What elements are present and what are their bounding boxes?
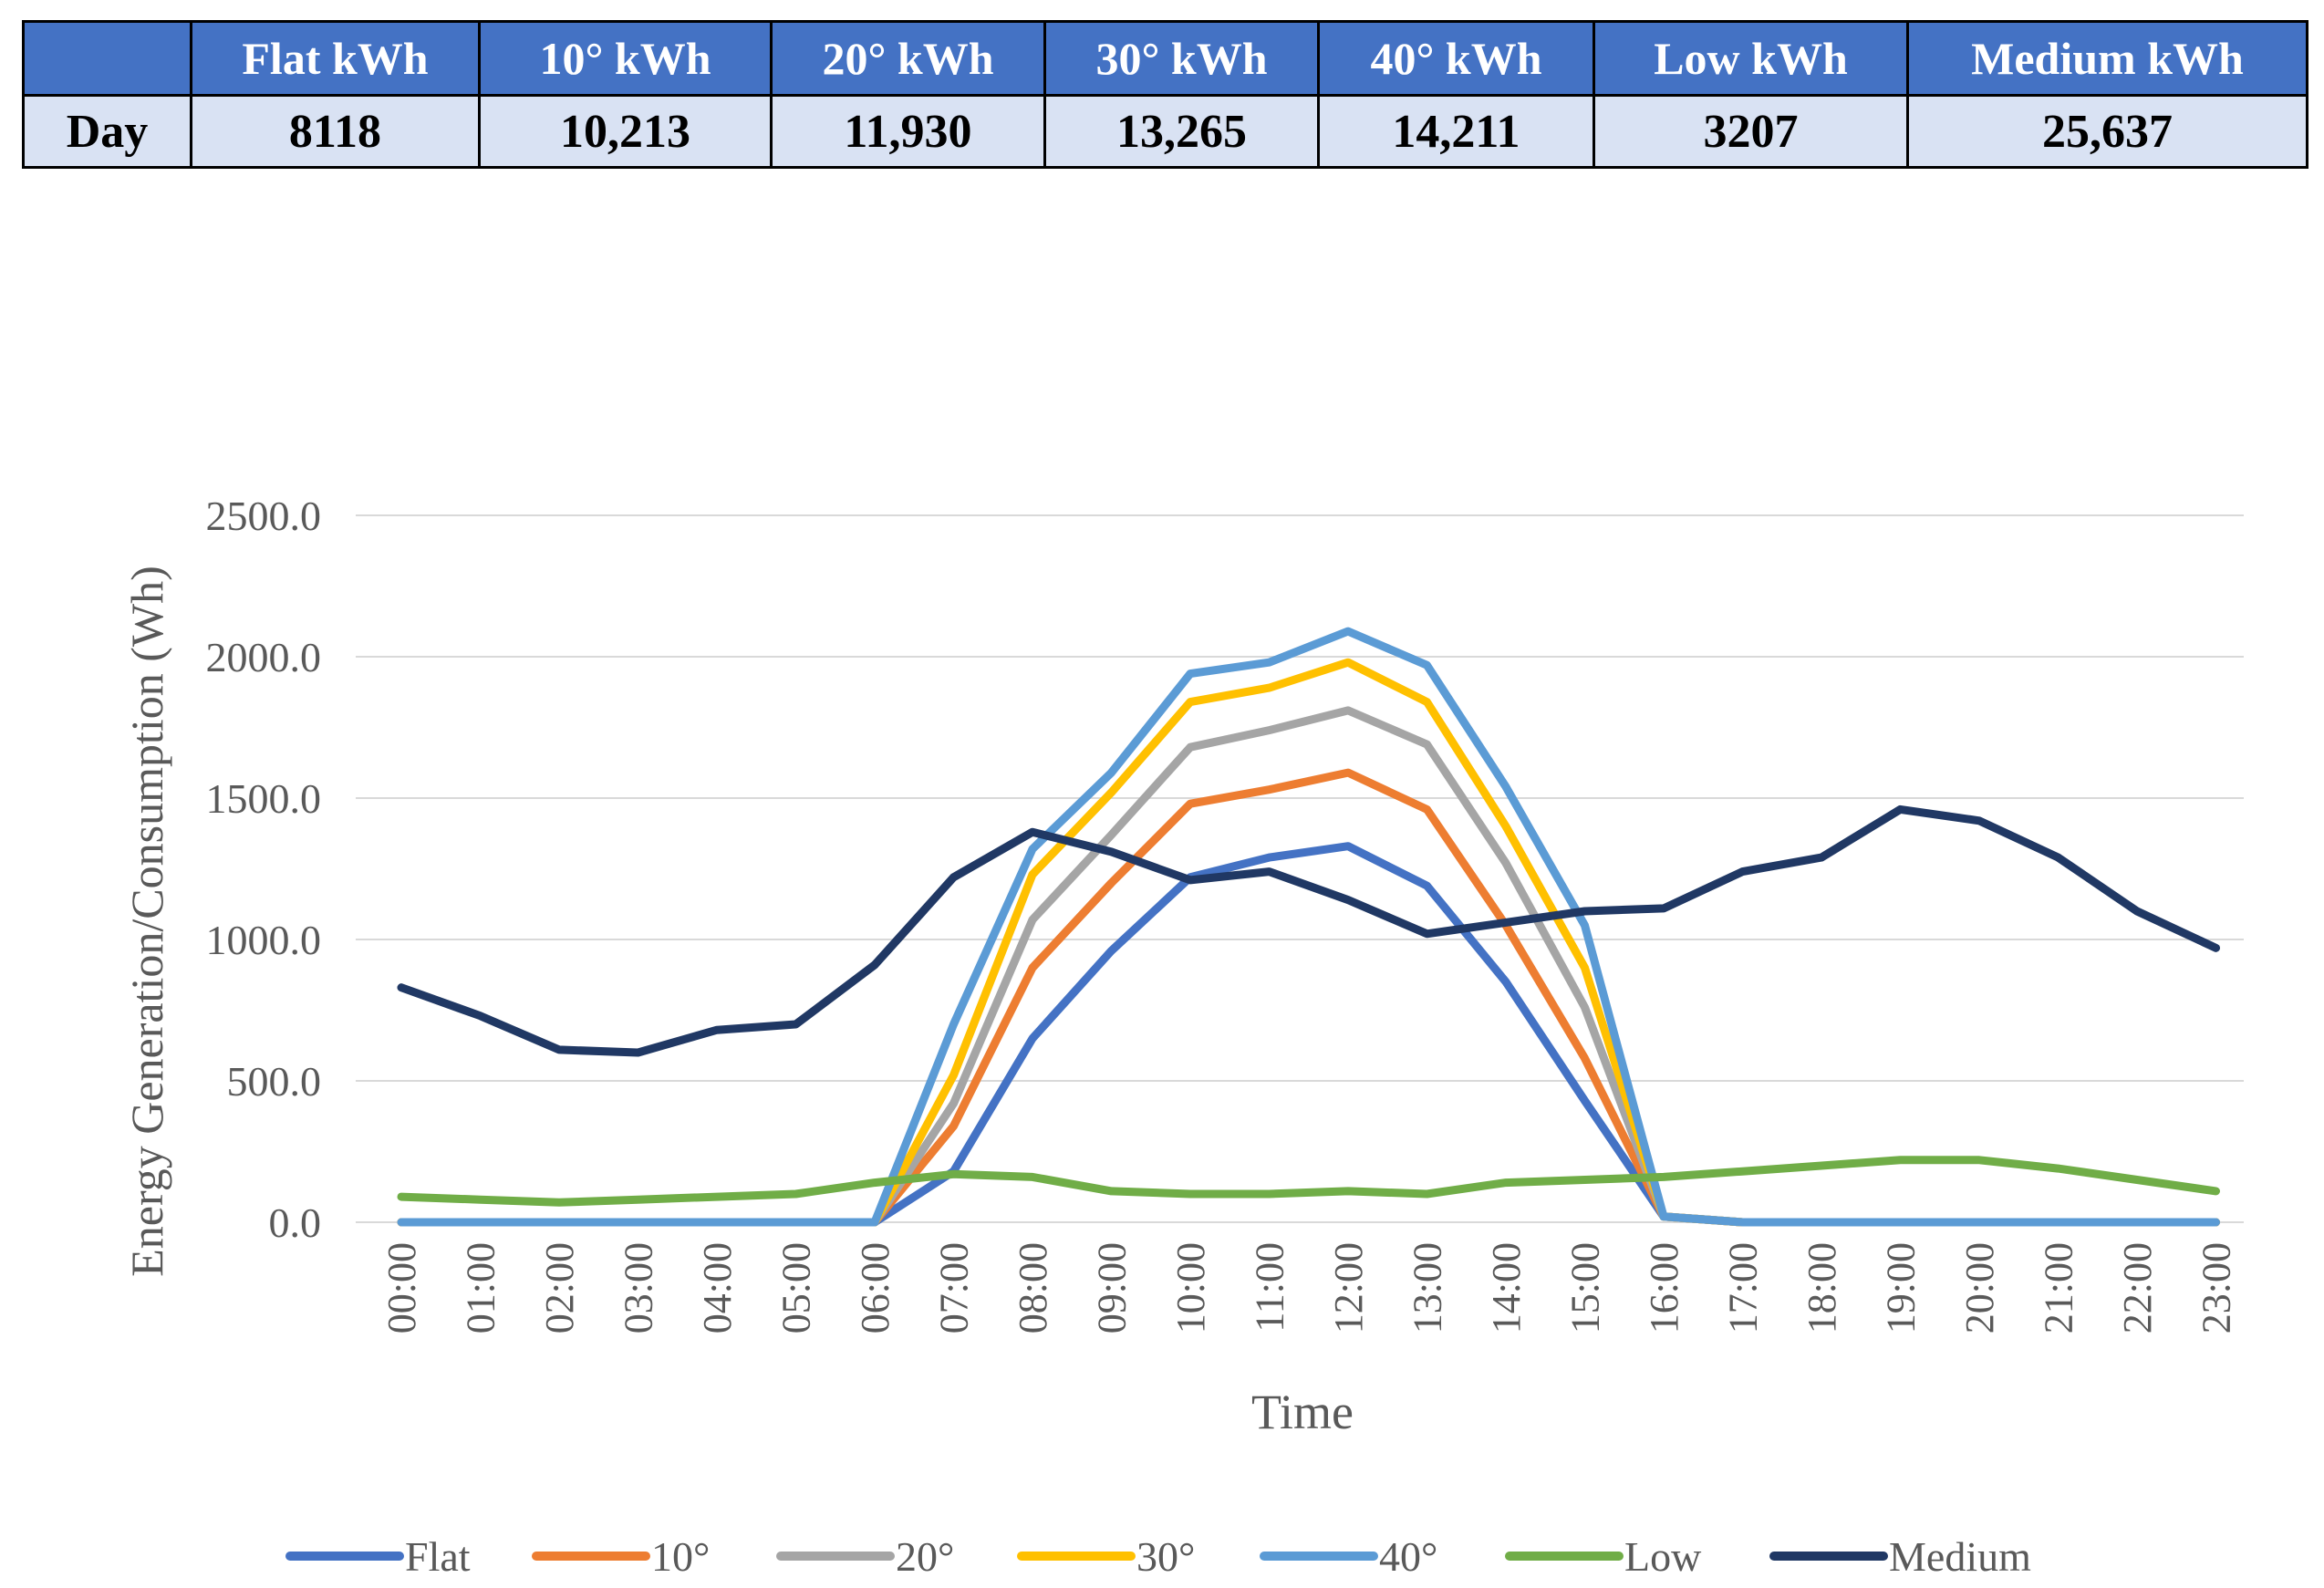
x-tick-label: 03:00 xyxy=(617,1242,661,1334)
y-axis-ticks: 0.0 500.0 1000.0 1500.0 2000.0 2500.0 xyxy=(206,493,322,1246)
y-tick-label: 1000.0 xyxy=(206,917,322,963)
x-tick-label: 07:00 xyxy=(932,1242,977,1334)
x-tick-label: 21:00 xyxy=(2037,1242,2081,1334)
header-low-kwh: Low kWh xyxy=(1593,20,1909,97)
x-tick-label: 05:00 xyxy=(774,1242,819,1334)
value-20-kwh: 11,930 xyxy=(770,94,1046,169)
header-medium-kwh: Medium kWh xyxy=(1906,20,2308,97)
header-40-kwh: 40° kWh xyxy=(1317,20,1595,97)
header-flat-kwh: Flat kWh xyxy=(190,20,481,97)
y-tick-label: 2000.0 xyxy=(206,634,322,680)
x-tick-label: 22:00 xyxy=(2115,1242,2160,1334)
series-line-Medium xyxy=(397,804,2220,1057)
x-axis-ticks: 00:00 01:00 02:00 03:00 04:00 05:00 06:00 07:00… xyxy=(379,1242,2239,1334)
row-label-day: Day xyxy=(22,94,192,169)
x-tick-label: 11:00 xyxy=(1248,1242,1292,1333)
x-tick-label: 10:00 xyxy=(1168,1242,1213,1334)
header-10-kwh: 10° kWh xyxy=(478,20,773,97)
x-tick-label: 19:00 xyxy=(1879,1242,1924,1334)
table-header-row: Flat kWh 10° kWh 20° kWh 30° kWh 40° kWh… xyxy=(22,20,2308,97)
value-flat-kwh: 8118 xyxy=(190,94,481,169)
legend: Flat 10° 20° 30° 40° Low Medium xyxy=(285,1533,2031,1580)
x-tick-label: 00:00 xyxy=(379,1242,424,1334)
x-tick-label: 04:00 xyxy=(695,1242,740,1334)
legend-label: 10° xyxy=(651,1533,710,1580)
value-medium-kwh: 25,637 xyxy=(1906,94,2308,169)
x-tick-label: 17:00 xyxy=(1721,1242,1766,1334)
x-tick-label: 18:00 xyxy=(1800,1242,1844,1334)
series-line-10 xyxy=(397,768,2220,1227)
y-tick-label: 1500.0 xyxy=(206,775,322,822)
table-row: Day 8118 10,213 11,930 13,265 14,211 320… xyxy=(22,94,2308,169)
value-40-kwh: 14,211 xyxy=(1317,94,1595,169)
series-line-Flat xyxy=(397,842,2220,1227)
legend-label: Low xyxy=(1624,1533,1702,1580)
y-tick-label: 0.0 xyxy=(269,1199,322,1246)
header-30-kwh: 30° kWh xyxy=(1043,20,1320,97)
x-tick-label: 16:00 xyxy=(1642,1242,1686,1334)
series-line-20 xyxy=(397,706,2220,1227)
x-tick-label: 02:00 xyxy=(537,1242,582,1334)
value-low-kwh: 3207 xyxy=(1593,94,1909,169)
summary-table: Flat kWh 10° kWh 20° kWh 30° kWh 40° kWh… xyxy=(22,20,2308,169)
value-10-kwh: 10,213 xyxy=(478,94,773,169)
x-tick-label: 08:00 xyxy=(1011,1242,1055,1334)
x-tick-label: 12:00 xyxy=(1326,1242,1371,1334)
series-line-30 xyxy=(397,658,2220,1227)
y-tick-label: 2500.0 xyxy=(206,493,322,539)
x-tick-label: 01:00 xyxy=(459,1242,503,1334)
x-tick-label: 20:00 xyxy=(1957,1242,2002,1334)
value-30-kwh: 13,265 xyxy=(1043,94,1320,169)
x-axis-title: Time xyxy=(1251,1385,1354,1439)
legend-label: 20° xyxy=(896,1533,954,1580)
y-axis-title: Energy Generation/Consumption (Wh) xyxy=(121,566,172,1276)
x-tick-label: 15:00 xyxy=(1563,1242,1608,1334)
legend-label: Medium xyxy=(1889,1533,2031,1580)
legend-label: 30° xyxy=(1136,1533,1195,1580)
x-tick-label: 09:00 xyxy=(1090,1242,1135,1334)
y-tick-label: 500.0 xyxy=(227,1058,322,1105)
series-lines xyxy=(397,627,2220,1227)
x-tick-label: 14:00 xyxy=(1484,1242,1529,1334)
x-tick-label: 23:00 xyxy=(2194,1242,2239,1334)
x-tick-label: 06:00 xyxy=(853,1242,897,1334)
legend-label: Flat xyxy=(405,1533,471,1580)
header-20-kwh: 20° kWh xyxy=(770,20,1046,97)
series-line-40 xyxy=(397,627,2220,1227)
legend-label: 40° xyxy=(1379,1533,1437,1580)
table-corner-cell xyxy=(22,20,192,97)
series-line-Low xyxy=(397,1156,2220,1207)
x-tick-label: 13:00 xyxy=(1406,1242,1450,1334)
gridlines xyxy=(356,514,2244,1223)
